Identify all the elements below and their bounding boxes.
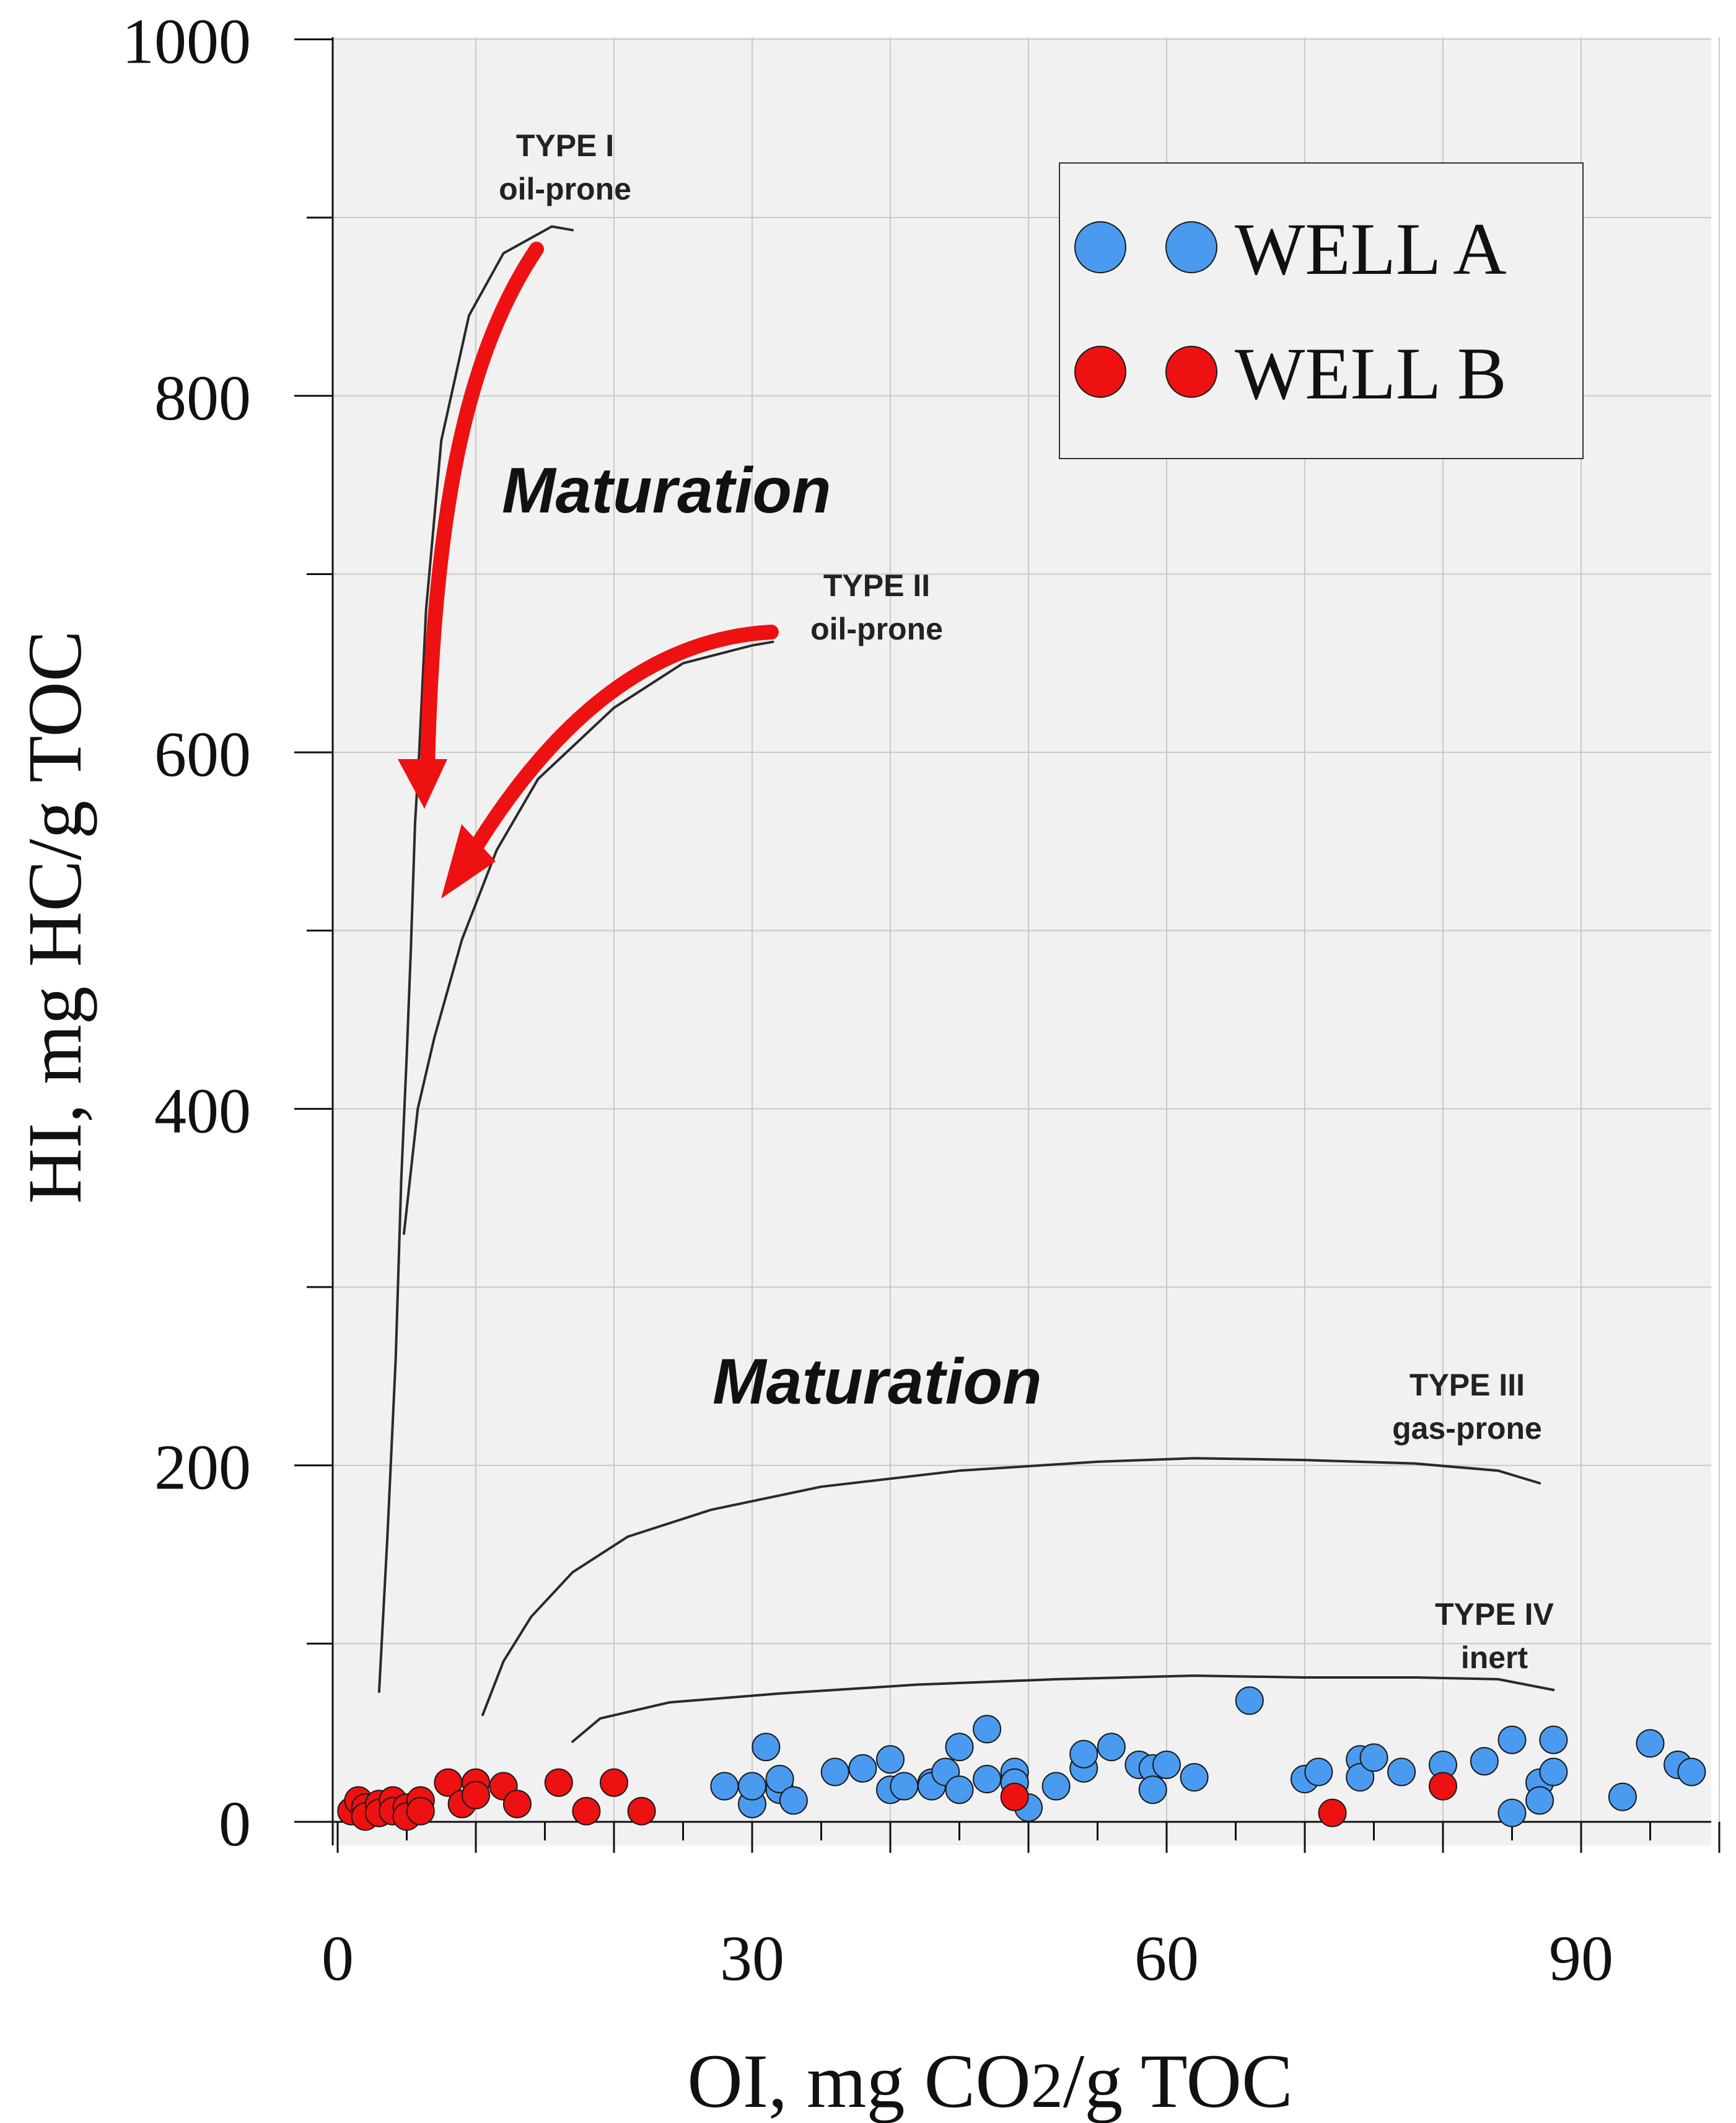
type-ii-sublabel: oil-prone	[810, 612, 943, 646]
maturation-arrow-type-i-head	[398, 759, 447, 809]
well-a-point	[1636, 1729, 1665, 1758]
well-b-point	[627, 1796, 656, 1826]
y-tick-label-800: 800	[154, 363, 251, 434]
well-b-point	[544, 1768, 573, 1797]
well-a-point	[1470, 1747, 1499, 1776]
well-b-point	[462, 1780, 490, 1809]
x-axis-title: OI, mg CO2/g TOC	[687, 2039, 1293, 2123]
well-a-point	[1539, 1725, 1568, 1754]
well-a-point	[945, 1733, 974, 1762]
well-b-point	[1318, 1798, 1347, 1827]
tick-labels: 0 200 400 600 800 1000 0 30 60 90	[122, 6, 1613, 1995]
well-a-point	[1677, 1757, 1706, 1787]
well-a-point	[1041, 1772, 1071, 1801]
legend-marker-well-b-2	[1165, 346, 1217, 398]
well-a-point	[848, 1754, 877, 1783]
type-ii-label: TYPE II	[823, 568, 930, 603]
maturation-arrow-type-ii-head	[441, 824, 496, 899]
maturation-arrow-type-ii	[463, 625, 779, 863]
well-b-point	[572, 1796, 601, 1826]
well-a-point	[876, 1745, 905, 1774]
maturation-annotation-lower: Maturation	[712, 1346, 1042, 1418]
y-tick-label-0: 0	[219, 1788, 251, 1860]
type-iii-curve	[481, 1457, 1541, 1716]
well-a-point	[1608, 1782, 1637, 1811]
well-a-point	[765, 1765, 794, 1793]
type-i-sublabel: oil-prone	[499, 172, 631, 206]
well-a-point	[1138, 1775, 1167, 1804]
x-tick-label-30: 30	[720, 1923, 784, 1994]
well-a-point	[1304, 1757, 1333, 1787]
well-a-point	[1097, 1733, 1126, 1762]
type-iv-sublabel: inert	[1461, 1640, 1528, 1675]
legend-marker-well-a-1	[1074, 221, 1126, 273]
well-a-point	[1497, 1725, 1527, 1754]
well-a-point	[752, 1733, 781, 1762]
well-a-point	[1152, 1751, 1181, 1779]
type-iii-sublabel: gas-prone	[1392, 1411, 1542, 1446]
type-iv-curve	[571, 1674, 1555, 1743]
well-a-point	[1069, 1739, 1098, 1769]
y-tick-label-400: 400	[154, 1075, 251, 1146]
type-iv-label: TYPE IV	[1435, 1597, 1554, 1632]
well-a-point	[973, 1765, 1002, 1793]
type-iii-label: TYPE III	[1409, 1368, 1525, 1402]
well-a-point	[890, 1772, 919, 1801]
maturation-arrow-type-i	[420, 242, 544, 776]
well-b-point	[600, 1768, 628, 1797]
type-ii-curve	[403, 640, 774, 1235]
y-tick-label-200: 200	[154, 1432, 251, 1503]
legend-label-well-b: WELL B	[1235, 332, 1507, 415]
well-a-point	[1359, 1743, 1388, 1772]
well-a-point	[1387, 1757, 1416, 1787]
maturation-arrows	[398, 242, 779, 899]
legend-marker-well-b-1	[1074, 346, 1126, 398]
legend-marker-well-a-2	[1165, 221, 1217, 273]
well-a-point	[738, 1772, 766, 1801]
well-a-point	[779, 1786, 808, 1815]
well-a-point	[1539, 1757, 1568, 1787]
legend: WELL A WELL B	[1059, 162, 1584, 459]
y-tick-label-600: 600	[154, 719, 251, 790]
axes	[294, 37, 1721, 1853]
well-a-point	[1180, 1763, 1209, 1792]
y-tick-label-1000: 1000	[122, 6, 251, 77]
well-b-point	[1000, 1782, 1029, 1811]
legend-box	[1059, 162, 1584, 459]
maturation-annotation-upper: Maturation	[502, 455, 831, 527]
y-axis-title: HI, mg HC/g TOC	[12, 630, 97, 1204]
well-b-point	[1429, 1772, 1457, 1801]
well-b-point	[406, 1796, 435, 1826]
well-a-point	[973, 1715, 1002, 1744]
well-a-point	[1525, 1786, 1554, 1815]
well-a-point	[710, 1772, 739, 1801]
well-a-point	[820, 1757, 849, 1787]
x-tick-label-0: 0	[322, 1923, 354, 1994]
well-a-point	[945, 1775, 974, 1804]
well-b-point	[502, 1790, 532, 1819]
well-a-point	[1346, 1763, 1375, 1792]
data-points	[337, 1686, 1706, 1831]
legend-label-well-a: WELL A	[1235, 208, 1507, 290]
well-a-point	[1235, 1686, 1264, 1715]
x-tick-label-90: 90	[1549, 1923, 1613, 1994]
well-a-point	[1497, 1798, 1527, 1827]
x-tick-label-60: 60	[1134, 1923, 1199, 1994]
type-i-label: TYPE I	[516, 128, 614, 163]
